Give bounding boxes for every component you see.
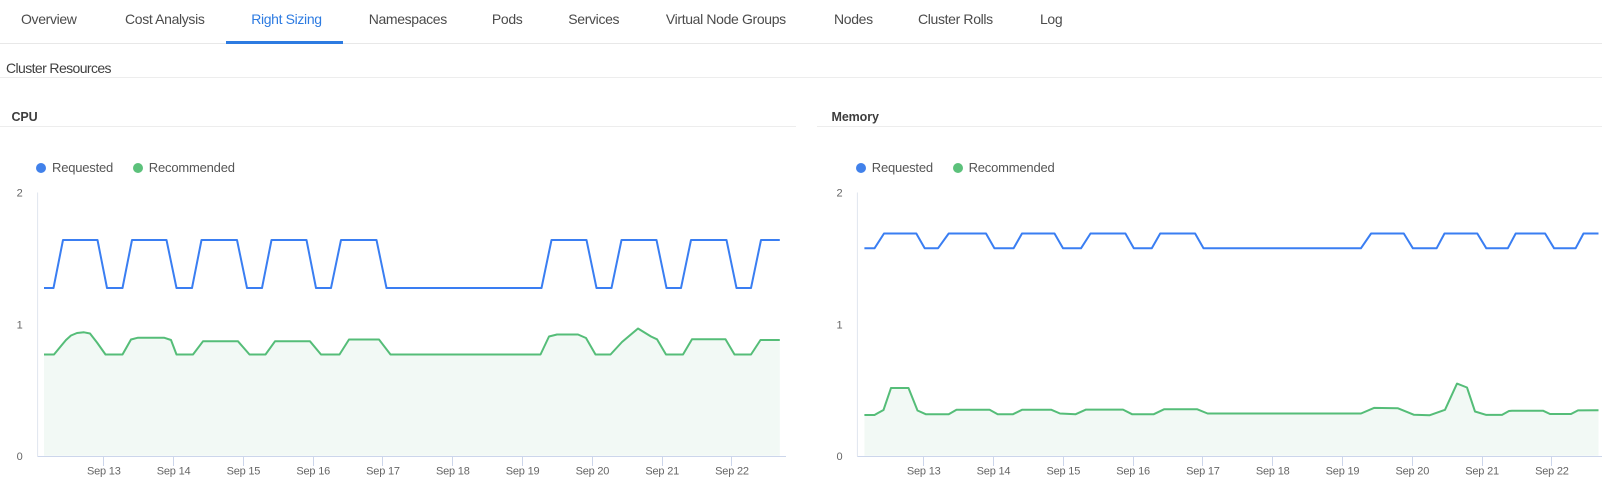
svg-text:Sep 20: Sep 20 bbox=[576, 466, 610, 478]
svg-text:Sep 18: Sep 18 bbox=[436, 466, 470, 478]
svg-text:Sep 17: Sep 17 bbox=[366, 466, 400, 478]
svg-text:Sep 16: Sep 16 bbox=[1116, 466, 1150, 478]
svg-text:2: 2 bbox=[17, 188, 23, 200]
svg-text:Sep 19: Sep 19 bbox=[506, 466, 540, 478]
svg-text:Sep 22: Sep 22 bbox=[1535, 466, 1569, 478]
svg-text:2: 2 bbox=[836, 188, 842, 200]
svg-text:1: 1 bbox=[836, 319, 842, 331]
svg-text:0: 0 bbox=[836, 451, 842, 463]
svg-text:Sep 16: Sep 16 bbox=[296, 466, 330, 478]
svg-text:Sep 14: Sep 14 bbox=[977, 466, 1011, 478]
svg-text:Sep 15: Sep 15 bbox=[227, 466, 261, 478]
svg-text:Sep 13: Sep 13 bbox=[87, 466, 121, 478]
svg-text:Sep 21: Sep 21 bbox=[1465, 466, 1499, 478]
svg-text:Sep 18: Sep 18 bbox=[1256, 466, 1290, 478]
svg-text:0: 0 bbox=[17, 451, 23, 463]
svg-text:Sep 22: Sep 22 bbox=[715, 466, 749, 478]
svg-text:Sep 14: Sep 14 bbox=[157, 466, 191, 478]
svg-text:Sep 13: Sep 13 bbox=[907, 466, 941, 478]
svg-text:Sep 19: Sep 19 bbox=[1326, 466, 1360, 478]
svg-text:Sep 17: Sep 17 bbox=[1186, 466, 1220, 478]
svg-text:Sep 21: Sep 21 bbox=[645, 466, 679, 478]
svg-text:1: 1 bbox=[17, 319, 23, 331]
svg-text:Sep 20: Sep 20 bbox=[1395, 466, 1429, 478]
svg-text:Sep 15: Sep 15 bbox=[1046, 466, 1080, 478]
